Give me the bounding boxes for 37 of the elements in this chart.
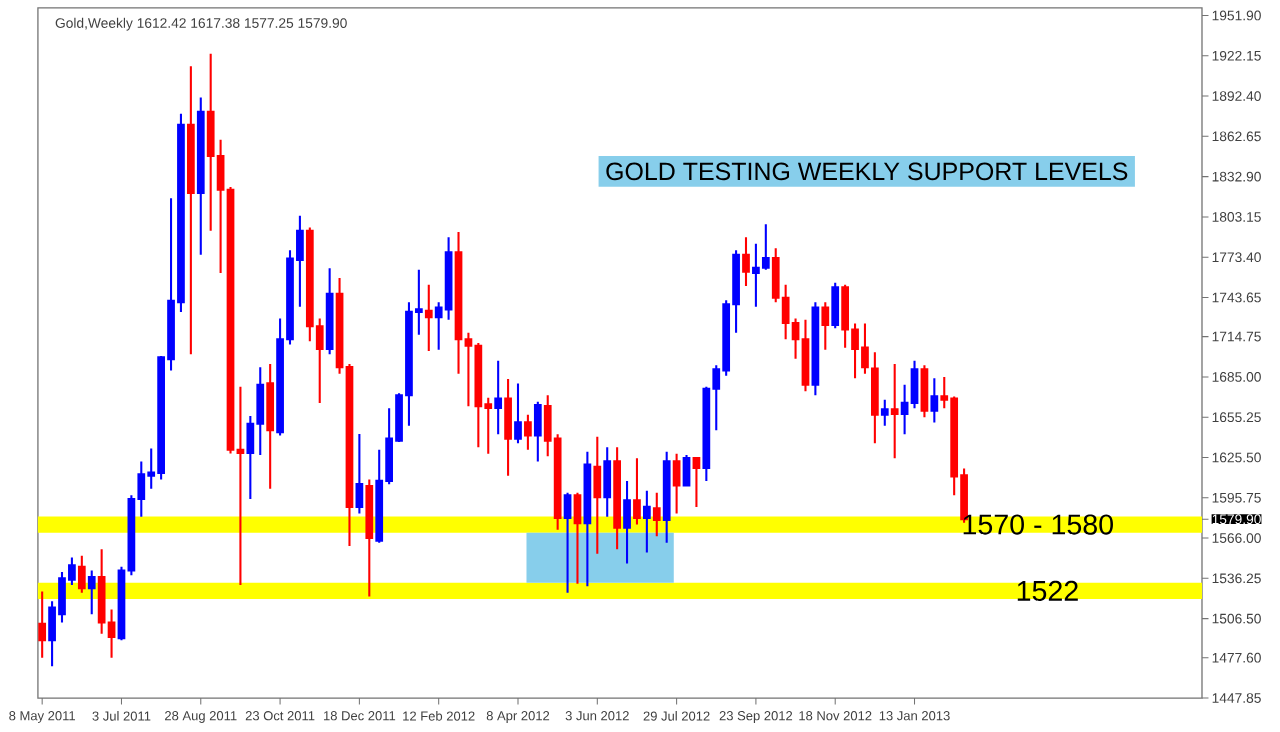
candlestick [633,457,641,526]
candlestick [593,435,602,556]
candlestick [266,363,275,491]
candlestick [821,301,830,351]
band-label: 1522 [1017,580,1078,602]
candlestick [77,554,86,595]
candlestick [573,491,582,585]
candlestick [583,450,592,588]
candlestick [514,382,522,445]
candlestick [880,398,889,427]
candlestick [38,590,47,660]
candlestick [692,456,701,509]
candlestick [524,413,532,452]
candlestick [504,378,512,478]
candlestick [196,96,205,257]
candlestick [533,400,542,463]
candlestick [87,569,96,616]
candlestick [623,480,631,565]
candlestick [642,489,651,554]
band-label: 1570 - 1580 [963,514,1113,535]
candlestick [563,491,572,595]
candlestick [662,450,671,544]
candlestick [494,359,503,436]
text: GOLD TESTING WEEKLY SUPPORT LEVELS [606,162,1128,181]
candlestick [742,236,750,288]
candlestick [365,478,374,598]
candlestick [831,281,840,330]
candlestick [890,363,899,460]
candlestick [652,491,661,538]
candlestick [930,377,939,424]
candlestick [325,267,334,356]
candlestick [424,283,433,353]
candlestick [355,433,364,515]
candlestick [186,65,195,356]
candlestick [603,446,612,518]
candlestick [672,452,681,515]
candlestick [613,446,621,551]
